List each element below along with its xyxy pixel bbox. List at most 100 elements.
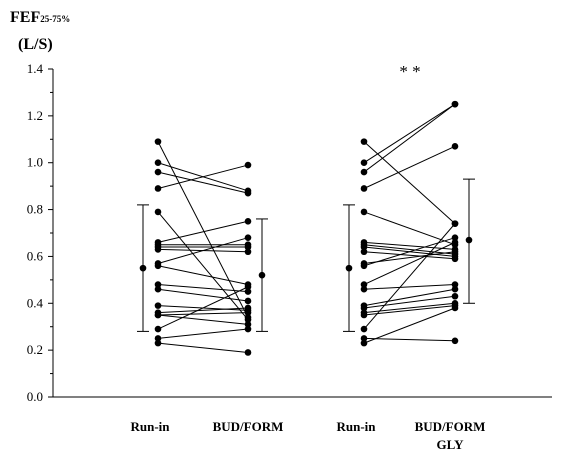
- x-category-label: BUD/FORM: [415, 419, 486, 434]
- mean-before-mean-point: [139, 264, 147, 272]
- data-point-before: [154, 335, 162, 342]
- data-point-before: [360, 168, 368, 176]
- data-point-after: [244, 234, 252, 241]
- pair-line: [363, 251, 456, 260]
- data-point-after: [451, 337, 459, 345]
- pair-line: [157, 288, 249, 302]
- x-category-label: Run-in: [130, 419, 170, 434]
- data-point-before: [154, 262, 162, 270]
- mean-before-mean-point: [345, 264, 353, 272]
- pair-line: [363, 145, 456, 189]
- significance-marker: * *: [399, 62, 420, 81]
- pair-line: [363, 284, 456, 290]
- y-tick-label: 0.0: [27, 389, 43, 404]
- data-point-after: [451, 143, 459, 150]
- data-point-after: [244, 321, 252, 328]
- data-point-before: [360, 325, 368, 333]
- data-point-after: [451, 239, 459, 246]
- data-point-before: [360, 339, 368, 347]
- data-point-after: [244, 316, 252, 323]
- data-point-before: [360, 208, 368, 216]
- data-points: [154, 100, 459, 356]
- data-point-after: [244, 161, 252, 169]
- mean-sd-markers: [137, 178, 475, 332]
- pair-line: [363, 307, 456, 344]
- mean-after-mean-point: [258, 271, 266, 279]
- pair-line: [363, 223, 456, 330]
- data-point-after: [244, 349, 252, 356]
- pair-line: [157, 171, 249, 194]
- data-point-after: [244, 283, 252, 291]
- pair-line: [157, 265, 249, 286]
- y-axis-label-unit: (L/S): [18, 36, 53, 53]
- data-point-after: [451, 292, 459, 300]
- data-point-before: [360, 248, 368, 256]
- axes: [48, 68, 552, 398]
- y-tick-label: 0.6: [27, 248, 44, 263]
- pair-lines: [157, 103, 456, 353]
- mean-after-mean-point: [465, 236, 473, 244]
- data-point-after: [451, 100, 459, 108]
- pair-line: [157, 237, 249, 264]
- data-point-after: [244, 288, 252, 295]
- pair-line: [363, 302, 456, 314]
- pair-line: [157, 307, 249, 314]
- pair-line: [157, 312, 249, 316]
- data-point-after: [244, 243, 252, 251]
- data-point-before: [154, 302, 162, 309]
- data-point-after: [451, 248, 459, 256]
- data-point-after: [451, 220, 459, 227]
- pair-line: [157, 141, 249, 318]
- data-point-before: [360, 311, 368, 319]
- data-point-before: [360, 138, 368, 145]
- y-tick-labels: 0.0 0.2 0.4 0.6 0.8 1.0 1.2 1.4: [27, 61, 44, 404]
- x-category-labels: Run-in BUD/FORM Run-in BUD/FORM GLY: [130, 419, 485, 452]
- data-point-after: [451, 234, 459, 241]
- data-point-after: [451, 255, 459, 263]
- pair-line: [363, 103, 456, 164]
- pair-line: [157, 314, 249, 325]
- data-point-before: [154, 325, 162, 333]
- data-point-before: [360, 243, 368, 251]
- data-point-before: [154, 339, 162, 347]
- data-point-before: [154, 285, 162, 293]
- data-point-before: [154, 246, 162, 253]
- y-tick-label: 1.4: [27, 61, 44, 76]
- y-tick-label: 0.8: [27, 202, 43, 217]
- y-tick-label: 1.2: [27, 108, 43, 123]
- data-point-before: [360, 335, 368, 342]
- data-point-before: [154, 311, 162, 319]
- pair-line: [363, 211, 456, 246]
- data-point-after: [244, 297, 252, 305]
- data-point-after: [451, 304, 459, 312]
- data-point-after: [244, 189, 252, 197]
- data-point-before: [360, 159, 368, 167]
- y-tick-label: 1.0: [27, 155, 43, 170]
- data-point-before: [360, 281, 368, 288]
- data-point-before: [154, 208, 162, 216]
- pair-line: [157, 220, 249, 243]
- data-point-before: [360, 262, 368, 270]
- pair-line: [363, 295, 456, 309]
- pair-line: [363, 241, 456, 285]
- pair-line: [157, 286, 249, 330]
- pair-line: [157, 342, 249, 353]
- pair-line: [363, 241, 456, 250]
- y-tick-label: 0.2: [27, 342, 43, 357]
- pair-line: [157, 211, 249, 321]
- data-point-after: [244, 304, 252, 312]
- y-tick-label: 0.4: [27, 295, 44, 310]
- data-point-after: [244, 325, 252, 333]
- data-point-before: [154, 281, 162, 288]
- pair-line: [363, 103, 456, 173]
- data-point-before: [360, 285, 368, 293]
- pair-line: [363, 305, 456, 316]
- data-point-before: [154, 168, 162, 176]
- data-point-before: [154, 138, 162, 145]
- data-point-before: [154, 185, 162, 192]
- pair-line: [157, 284, 249, 293]
- data-point-before: [360, 304, 368, 312]
- pair-line: [363, 337, 456, 342]
- x-category-label: BUD/FORM: [213, 419, 284, 434]
